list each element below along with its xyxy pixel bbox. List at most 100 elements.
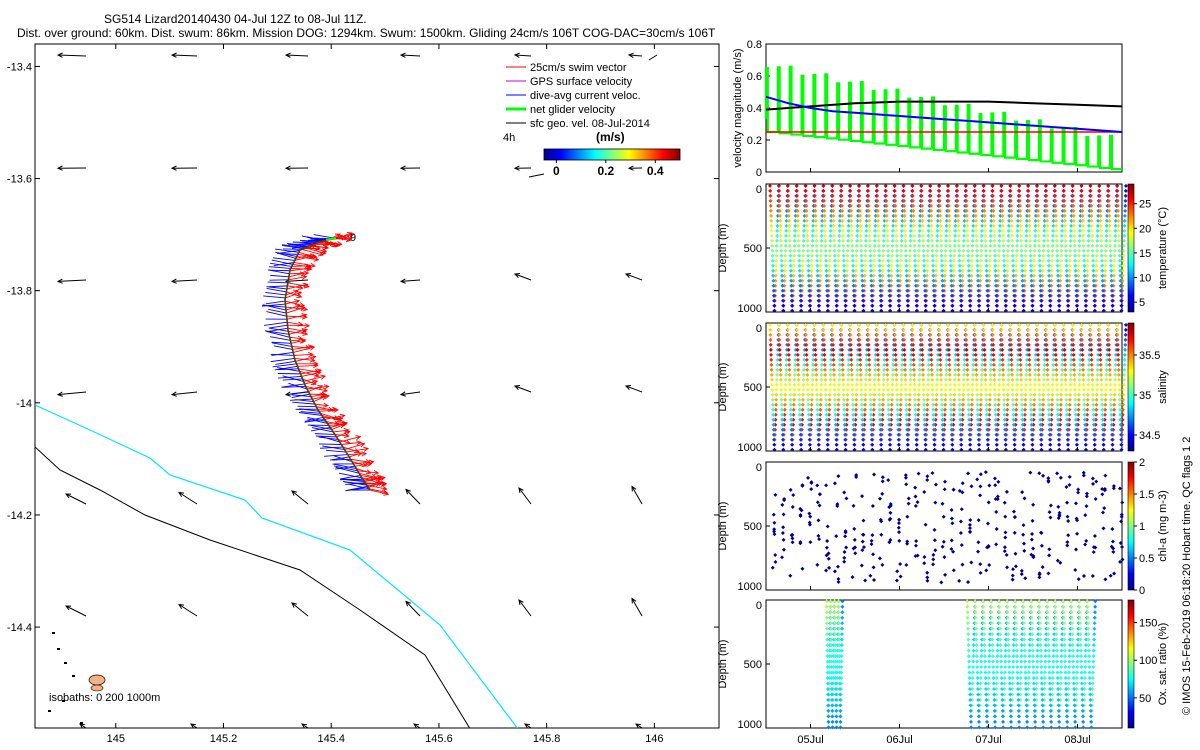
profile-point [876, 218, 881, 223]
vector-shaft [171, 391, 198, 396]
vector-head [377, 481, 384, 486]
vector-head [513, 52, 520, 58]
vector-head [56, 278, 63, 284]
profile-point [1122, 223, 1127, 228]
profile-point [890, 248, 895, 253]
profile-point [771, 283, 776, 288]
profile-point [802, 218, 807, 223]
dac-vector [268, 269, 290, 275]
vector-shaft [288, 330, 308, 335]
velocity-ylabel: velocity magnitude (m/s) [732, 48, 744, 167]
vector-head [342, 421, 349, 427]
map-colorbar [543, 148, 681, 161]
profile-point [777, 198, 782, 203]
vector-head [333, 407, 339, 413]
vector-head [513, 165, 520, 171]
vector-head [334, 242, 341, 248]
vector-head [405, 600, 411, 607]
profile-point [801, 248, 806, 253]
profile-point [894, 233, 899, 238]
profile-colorbar-tick-label: 0 [1139, 585, 1145, 597]
dac-vector [314, 433, 335, 435]
profile-point [866, 198, 871, 203]
vector-head [64, 493, 72, 499]
vector-shaft [400, 391, 421, 396]
profile-ylabel: Depth (m) [717, 224, 729, 273]
profile-colorbar-tick-label: 20 [1139, 223, 1151, 235]
profile-point [842, 283, 847, 288]
profile-point [1122, 213, 1127, 218]
vector-head [631, 485, 637, 492]
profile-point [804, 218, 809, 223]
dac-vector [300, 411, 321, 414]
vector-head [399, 52, 406, 58]
profile-point [819, 233, 824, 238]
profile-point [822, 203, 827, 208]
map-ytick-label: -13.4 [7, 61, 32, 73]
dac-vector [346, 479, 365, 482]
profile-point [846, 233, 851, 238]
vector-shaft [310, 393, 325, 397]
dac-vector [275, 248, 299, 253]
profile-point [814, 238, 819, 243]
map-ytick-label: -14 [16, 398, 32, 410]
vector-head [324, 241, 331, 248]
profile-point [787, 238, 792, 243]
profile-point [822, 218, 827, 223]
vector-shaft [293, 353, 313, 356]
profile-point [777, 203, 782, 208]
dac-vector [277, 367, 300, 372]
profile-point [822, 213, 827, 218]
profile-point [824, 283, 829, 288]
profile-point [777, 213, 782, 218]
profile-point [901, 183, 906, 188]
vector-head [79, 723, 86, 728]
profile-point [774, 248, 779, 253]
profile-ytick-label: 500 [744, 521, 762, 533]
profile-point [811, 218, 816, 223]
profile-point [794, 183, 799, 188]
vector-shaft [321, 240, 342, 245]
vector-head [323, 402, 329, 408]
net-velocity-marker [325, 237, 337, 241]
profile-point [911, 203, 916, 208]
vector-head [381, 481, 388, 487]
vector-head [309, 357, 316, 363]
vector-head [301, 328, 308, 334]
profile-point [812, 183, 817, 188]
profile-point [848, 203, 853, 208]
profile-colorbar-label: chl-a (mg m-3) [1157, 490, 1169, 562]
profile-ytick-label: 0 [756, 323, 762, 335]
profile-point [851, 288, 856, 293]
profile-point [784, 218, 789, 223]
profile-point [903, 238, 908, 243]
dac-vector [322, 445, 345, 450]
dac-vector [268, 286, 287, 290]
profile-point [858, 233, 863, 238]
dac-vector [277, 252, 296, 259]
profile-point [795, 198, 800, 203]
dac-vector [306, 236, 326, 241]
vector-shaft [628, 54, 643, 57]
velocity-ytick-label: 0.6 [747, 71, 762, 83]
vector-head [315, 370, 322, 376]
profile-point [768, 183, 772, 188]
profile-point [834, 288, 839, 293]
profile-colorbar-tick-label: 0.5 [1139, 553, 1154, 565]
profile-point [860, 283, 865, 288]
profile-point [1122, 233, 1127, 238]
profile-point [1122, 372, 1127, 377]
vector-head [513, 273, 521, 278]
vector-shaft [285, 54, 309, 57]
velocity-series-sfc-geo [765, 100, 1123, 111]
profile-point [825, 288, 830, 293]
vector-shaft [314, 403, 328, 407]
dac-vector [299, 408, 320, 412]
dac-vector [282, 375, 304, 382]
profile-point [894, 248, 899, 253]
profile-point [875, 203, 880, 208]
profile-point [884, 213, 889, 218]
vector-head [513, 385, 521, 390]
vector-head [320, 374, 327, 380]
